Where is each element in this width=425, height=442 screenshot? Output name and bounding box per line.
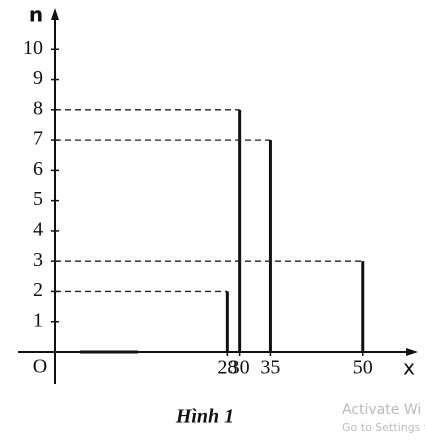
y-tick-label: 2 (33, 279, 43, 301)
y-tick-label: 7 (33, 128, 43, 150)
x-tick-label: 28 (217, 357, 237, 379)
y-tick-label: 1 (33, 309, 43, 331)
x-tick-label: 30 (230, 357, 250, 379)
watermark: Go to Settings t (342, 421, 425, 434)
origin-label: O (33, 356, 47, 378)
x-tick-label: 50 (353, 357, 373, 379)
y-tick-label: 6 (33, 158, 43, 180)
y-tick-label: 5 (33, 188, 43, 210)
watermark: Activate Wi (342, 402, 421, 418)
y-tick-label: 3 (33, 249, 43, 271)
y-tick-label: 9 (33, 67, 43, 89)
x-tick-label: 35 (260, 357, 280, 379)
y-arrow (51, 8, 59, 20)
y-tick-label: 8 (33, 97, 43, 119)
caption: Hình 1 (175, 406, 234, 428)
y-tick-label: 10 (23, 37, 43, 59)
x-axis-label: x (403, 356, 415, 380)
x-arrow (406, 348, 418, 356)
y-axis-label: n (29, 3, 43, 27)
y-tick-label: 4 (33, 219, 43, 241)
